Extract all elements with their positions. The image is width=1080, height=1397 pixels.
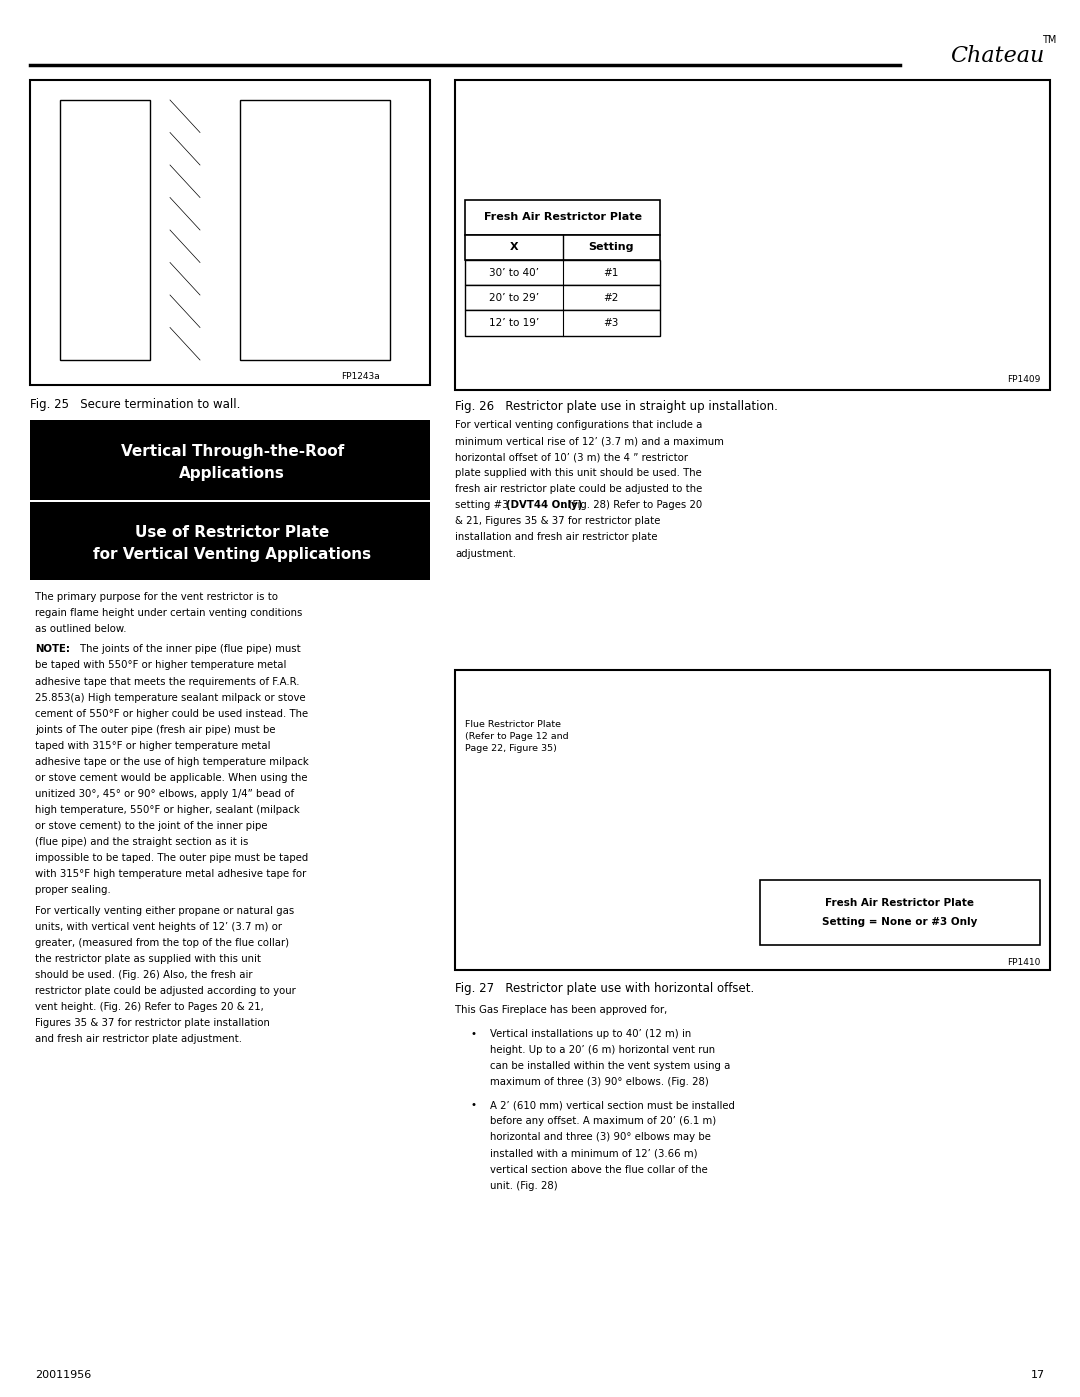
Text: adhesive tape or the use of high temperature milpack: adhesive tape or the use of high tempera…	[35, 757, 309, 767]
Text: high temperature, 550°F or higher, sealant (milpack: high temperature, 550°F or higher, seala…	[35, 805, 300, 814]
Text: #1: #1	[604, 268, 619, 278]
Text: vent height. (Fig. 26) Refer to Pages 20 & 21,: vent height. (Fig. 26) Refer to Pages 20…	[35, 1002, 264, 1011]
Text: should be used. (Fig. 26) Also, the fresh air: should be used. (Fig. 26) Also, the fres…	[35, 970, 253, 979]
Text: For vertically venting either propane or natural gas: For vertically venting either propane or…	[35, 905, 294, 915]
Text: (DVT44 Only): (DVT44 Only)	[507, 500, 582, 510]
Text: with 315°F high temperature metal adhesive tape for: with 315°F high temperature metal adhesi…	[35, 869, 307, 879]
Text: The joints of the inner pipe (flue pipe) must: The joints of the inner pipe (flue pipe)…	[80, 644, 301, 654]
Text: FP1409: FP1409	[1007, 374, 1040, 384]
Text: greater, (measured from the top of the flue collar): greater, (measured from the top of the f…	[35, 937, 289, 947]
Bar	[465, 310, 660, 335]
Text: The primary purpose for the vent restrictor is to: The primary purpose for the vent restric…	[35, 592, 278, 602]
Text: impossible to be taped. The outer pipe must be taped: impossible to be taped. The outer pipe m…	[35, 854, 308, 863]
Text: taped with 315°F or higher temperature metal: taped with 315°F or higher temperature m…	[35, 740, 270, 750]
Text: 25.853(a) High temperature sealant milpack or stove: 25.853(a) High temperature sealant milpa…	[35, 693, 306, 703]
Text: and fresh air restrictor plate adjustment.: and fresh air restrictor plate adjustmen…	[35, 1034, 242, 1044]
Text: •: •	[470, 1101, 476, 1111]
Text: adjustment.: adjustment.	[455, 549, 516, 559]
Text: Fresh Air Restrictor Plate: Fresh Air Restrictor Plate	[484, 212, 642, 222]
Text: for Vertical Venting Applications: for Vertical Venting Applications	[93, 548, 372, 563]
Text: or stove cement) to the joint of the inner pipe: or stove cement) to the joint of the inn…	[35, 821, 268, 831]
Text: Flue Restrictor Plate
(Refer to Page 12 and
Page 22, Figure 35): Flue Restrictor Plate (Refer to Page 12 …	[465, 719, 569, 753]
Text: Fig. 25   Secure termination to wall.: Fig. 25 Secure termination to wall.	[30, 398, 241, 411]
Text: fresh air restrictor plate could be adjusted to the: fresh air restrictor plate could be adju…	[455, 485, 702, 495]
Text: 17: 17	[1031, 1370, 1045, 1380]
Bar	[465, 260, 660, 285]
Text: adhesive tape that meets the requirements of F.A.R.: adhesive tape that meets the requirement…	[35, 676, 299, 686]
Text: proper sealing.: proper sealing.	[35, 886, 111, 895]
Text: TM: TM	[1042, 35, 1056, 45]
Text: Setting: Setting	[589, 243, 634, 253]
Text: A 2’ (610 mm) vertical section must be installed: A 2’ (610 mm) vertical section must be i…	[490, 1101, 734, 1111]
Text: •: •	[470, 1030, 476, 1039]
Bar	[30, 502, 430, 580]
Text: vertical section above the flue collar of the: vertical section above the flue collar o…	[490, 1165, 707, 1175]
Text: NOTE:: NOTE:	[35, 644, 70, 654]
Text: Fig. 26   Restrictor plate use in straight up installation.: Fig. 26 Restrictor plate use in straight…	[455, 400, 778, 414]
Text: before any offset. A maximum of 20’ (6.1 m): before any offset. A maximum of 20’ (6.1…	[490, 1116, 716, 1126]
Bar	[465, 235, 660, 260]
Text: units, with vertical vent heights of 12’ (3.7 m) or: units, with vertical vent heights of 12’…	[35, 922, 282, 932]
Text: #3: #3	[604, 319, 619, 328]
Bar	[455, 80, 1050, 390]
Text: restrictor plate could be adjusted according to your: restrictor plate could be adjusted accor…	[35, 986, 296, 996]
Text: 20’ to 29’: 20’ to 29’	[488, 293, 539, 303]
Bar	[465, 200, 660, 235]
Text: . (Fig. 28) Refer to Pages 20: . (Fig. 28) Refer to Pages 20	[562, 500, 702, 510]
Text: as outlined below.: as outlined below.	[35, 624, 126, 634]
Text: unit. (Fig. 28): unit. (Fig. 28)	[490, 1180, 557, 1190]
Bar	[30, 420, 430, 500]
Bar	[30, 80, 430, 386]
Text: Applications: Applications	[179, 467, 285, 482]
Bar	[455, 671, 1050, 970]
Text: This Gas Fireplace has been approved for,: This Gas Fireplace has been approved for…	[455, 1004, 667, 1016]
Text: setting #3: setting #3	[455, 500, 512, 510]
Text: joints of The outer pipe (fresh air pipe) must be: joints of The outer pipe (fresh air pipe…	[35, 725, 275, 735]
Bar	[240, 101, 390, 360]
Text: X: X	[510, 243, 518, 253]
Text: horizontal and three (3) 90° elbows may be: horizontal and three (3) 90° elbows may …	[490, 1133, 711, 1143]
Text: Figures 35 & 37 for restrictor plate installation: Figures 35 & 37 for restrictor plate ins…	[35, 1018, 270, 1028]
Text: 20011956: 20011956	[35, 1370, 91, 1380]
Bar	[465, 285, 660, 310]
Text: Use of Restrictor Plate: Use of Restrictor Plate	[135, 525, 329, 541]
Text: cement of 550°F or higher could be used instead. The: cement of 550°F or higher could be used …	[35, 708, 308, 718]
Text: Fresh Air Restrictor Plate: Fresh Air Restrictor Plate	[825, 898, 974, 908]
Text: height. Up to a 20’ (6 m) horizontal vent run: height. Up to a 20’ (6 m) horizontal ven…	[490, 1045, 715, 1055]
Text: horizontal offset of 10’ (3 m) the 4 ” restrictor: horizontal offset of 10’ (3 m) the 4 ” r…	[455, 453, 688, 462]
Text: installed with a minimum of 12’ (3.66 m): installed with a minimum of 12’ (3.66 m)	[490, 1148, 698, 1158]
Text: the restrictor plate as supplied with this unit: the restrictor plate as supplied with th…	[35, 954, 261, 964]
Text: minimum vertical rise of 12’ (3.7 m) and a maximum: minimum vertical rise of 12’ (3.7 m) and…	[455, 436, 724, 446]
Text: Setting = None or #3 Only: Setting = None or #3 Only	[822, 918, 977, 928]
Text: For vertical venting configurations that include a: For vertical venting configurations that…	[455, 420, 702, 430]
Bar	[760, 880, 1040, 944]
Text: regain flame height under certain venting conditions: regain flame height under certain ventin…	[35, 608, 302, 617]
Text: FP1243a: FP1243a	[341, 372, 380, 381]
Text: FP1410: FP1410	[1007, 958, 1040, 967]
Bar	[60, 101, 150, 360]
Text: installation and fresh air restrictor plate: installation and fresh air restrictor pl…	[455, 532, 658, 542]
Text: plate supplied with this unit should be used. The: plate supplied with this unit should be …	[455, 468, 702, 478]
Text: Vertical installations up to 40’ (12 m) in: Vertical installations up to 40’ (12 m) …	[490, 1030, 691, 1039]
Text: can be installed within the vent system using a: can be installed within the vent system …	[490, 1062, 730, 1071]
Text: 30’ to 40’: 30’ to 40’	[489, 268, 539, 278]
Text: 12’ to 19’: 12’ to 19’	[488, 319, 539, 328]
Text: Vertical Through-the-Roof: Vertical Through-the-Roof	[121, 444, 343, 460]
Text: unitized 30°, 45° or 90° elbows, apply 1/4” bead of: unitized 30°, 45° or 90° elbows, apply 1…	[35, 789, 294, 799]
Text: be taped with 550°F or higher temperature metal: be taped with 550°F or higher temperatur…	[35, 661, 286, 671]
Text: or stove cement would be applicable. When using the: or stove cement would be applicable. Whe…	[35, 773, 308, 782]
Text: Chateau: Chateau	[950, 45, 1044, 67]
Text: maximum of three (3) 90° elbows. (Fig. 28): maximum of three (3) 90° elbows. (Fig. 2…	[490, 1077, 708, 1087]
Text: #2: #2	[604, 293, 619, 303]
Text: Fig. 27   Restrictor plate use with horizontal offset.: Fig. 27 Restrictor plate use with horizo…	[455, 982, 754, 995]
Text: (flue pipe) and the straight section as it is: (flue pipe) and the straight section as …	[35, 837, 248, 847]
Text: & 21, Figures 35 & 37 for restrictor plate: & 21, Figures 35 & 37 for restrictor pla…	[455, 517, 660, 527]
